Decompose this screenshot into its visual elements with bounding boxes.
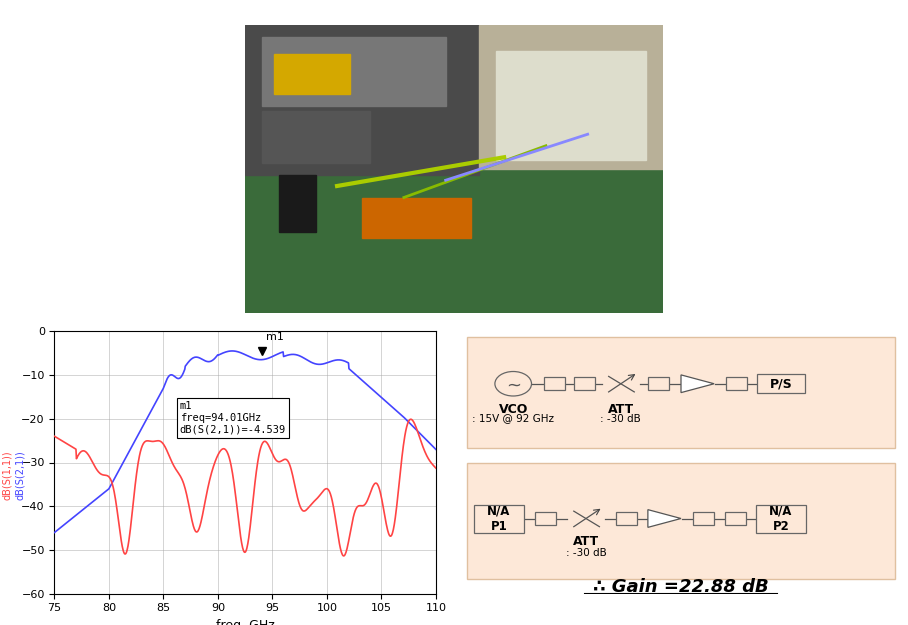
Polygon shape <box>681 375 714 392</box>
Bar <box>725 377 746 391</box>
Bar <box>362 198 470 238</box>
Text: ATT: ATT <box>573 536 599 548</box>
Bar <box>616 512 637 525</box>
Bar <box>245 25 479 174</box>
Bar <box>468 462 894 579</box>
Text: m1
freq=94.01GHz
dB(S(2,1))=-4.539: m1 freq=94.01GHz dB(S(2,1))=-4.539 <box>180 401 286 434</box>
Bar <box>262 111 370 163</box>
Text: dB(S(1,1)): dB(S(1,1)) <box>2 450 13 500</box>
Bar <box>468 337 894 448</box>
Text: dB(S(2,1)): dB(S(2,1)) <box>15 450 25 500</box>
Bar <box>535 512 556 525</box>
Text: ~: ~ <box>506 376 520 394</box>
Text: ∴ Gain =22.88 dB: ∴ Gain =22.88 dB <box>593 578 769 596</box>
Bar <box>279 174 316 232</box>
Bar <box>544 377 565 391</box>
Text: : -30 dB: : -30 dB <box>566 548 607 558</box>
Text: P/S: P/S <box>770 378 793 390</box>
Bar <box>725 512 745 525</box>
Text: : 15V @ 92 GHz: : 15V @ 92 GHz <box>472 414 554 424</box>
Text: N/A
P1: N/A P1 <box>488 504 510 533</box>
Bar <box>262 36 446 106</box>
Bar <box>479 25 663 169</box>
Bar <box>756 505 806 532</box>
Text: VCO: VCO <box>498 402 528 416</box>
Bar <box>245 163 663 312</box>
Circle shape <box>495 371 531 396</box>
Bar <box>474 505 524 532</box>
Bar <box>693 512 714 525</box>
Bar <box>274 54 350 94</box>
Bar <box>496 51 646 160</box>
Text: m1: m1 <box>266 332 284 342</box>
Bar <box>757 374 805 393</box>
Polygon shape <box>648 509 681 528</box>
Text: N/A
P2: N/A P2 <box>769 504 793 533</box>
Text: ATT: ATT <box>607 402 634 416</box>
X-axis label: freq, GHz: freq, GHz <box>216 619 274 625</box>
Bar <box>574 377 595 391</box>
Text: : -30 dB: : -30 dB <box>600 414 641 424</box>
Bar <box>648 377 669 391</box>
